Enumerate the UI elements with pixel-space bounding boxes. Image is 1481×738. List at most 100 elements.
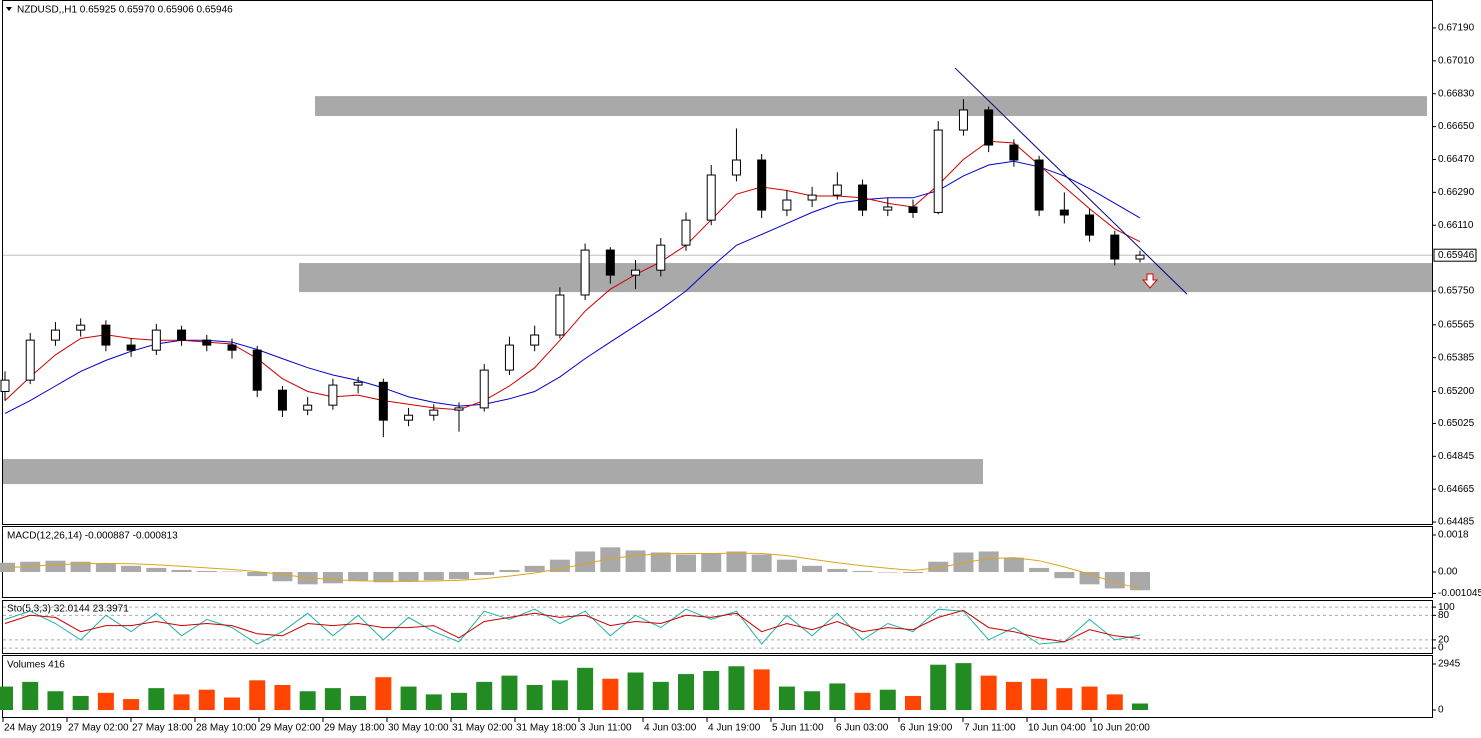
candle-body xyxy=(303,404,313,411)
candle-body xyxy=(1085,214,1095,236)
macd-bar xyxy=(499,569,520,573)
y-tick-label: 80 xyxy=(1438,610,1450,621)
x-tick-label: 29 May 02:00 xyxy=(260,723,321,734)
y-tick-label: 0 xyxy=(1438,643,1444,654)
support-resistance-zone xyxy=(315,96,1427,116)
macd-bar xyxy=(549,559,570,573)
macd-bar xyxy=(95,563,116,573)
candle-body xyxy=(429,409,439,416)
macd-bar xyxy=(474,572,495,576)
y-tick-label: 0.65565 xyxy=(1438,319,1475,330)
candle-body xyxy=(605,249,615,276)
x-tick-label: 10 Jun 04:00 xyxy=(1028,723,1086,734)
macd-bar xyxy=(776,559,797,573)
volume-bar xyxy=(274,685,291,711)
candle-body xyxy=(126,344,136,351)
candle-body xyxy=(479,369,489,409)
candle-body xyxy=(958,109,968,131)
candle-body xyxy=(1034,159,1044,211)
macd-bar xyxy=(600,547,621,573)
candle-body xyxy=(631,269,641,276)
macd-bar xyxy=(322,572,343,584)
volume-bar xyxy=(602,678,619,711)
volume-bar xyxy=(577,667,594,711)
macd-bar xyxy=(70,561,91,573)
moving-average xyxy=(4,160,1141,414)
candle-body xyxy=(0,379,10,392)
x-tick-label: 4 Jun 19:00 xyxy=(708,723,761,734)
volume-bar xyxy=(980,675,997,711)
y-tick-label: 0.66290 xyxy=(1438,187,1475,198)
volume-bar xyxy=(778,686,795,711)
candle-body xyxy=(252,349,262,391)
candle-body xyxy=(1059,209,1069,216)
volume-bar xyxy=(703,670,720,711)
candle-body xyxy=(1009,144,1019,161)
x-tick-label: 3 Jun 11:00 xyxy=(580,723,632,734)
macd-bar xyxy=(852,570,873,573)
volume-label: Volumes 416 xyxy=(7,660,65,671)
candle-body xyxy=(277,389,287,411)
x-tick-label: 27 May 02:00 xyxy=(68,723,129,734)
macd-bar xyxy=(827,568,848,573)
volume-bar xyxy=(350,695,367,711)
x-tick-label: 30 May 10:00 xyxy=(388,723,449,734)
x-tick-label: 4 Jun 03:00 xyxy=(644,723,697,734)
trendline xyxy=(954,67,1188,295)
volume-bar xyxy=(451,692,467,711)
volume-bar xyxy=(97,692,114,711)
volume-bar xyxy=(804,691,821,711)
x-tick-label: 5 Jun 11:00 xyxy=(772,723,824,734)
volume-bar xyxy=(854,692,871,711)
support-resistance-zone xyxy=(299,263,1432,293)
macd-bar xyxy=(877,572,898,573)
candle-body xyxy=(1135,254,1145,260)
candle-body xyxy=(933,129,943,213)
stochastic-label: Sto(5,3,3) 32.0144 23.3971 xyxy=(7,604,129,615)
candle-body xyxy=(782,199,792,211)
macd-bar xyxy=(1029,567,1050,573)
y-tick-label: 0.65025 xyxy=(1438,418,1475,429)
candle-body xyxy=(883,206,893,211)
current-price-label: 0.65946 xyxy=(1438,250,1475,261)
macd-bar xyxy=(222,571,242,573)
macd-bar xyxy=(903,572,923,574)
candle-body xyxy=(378,381,388,421)
volume-bar xyxy=(123,699,140,711)
candle-body xyxy=(580,249,590,296)
x-tick-label: 27 May 18:00 xyxy=(132,723,193,734)
macd-bar xyxy=(1054,572,1075,579)
macd-bar xyxy=(701,553,722,573)
macd-bar xyxy=(272,572,293,582)
macd-bar xyxy=(449,572,469,580)
volume-bar xyxy=(173,694,190,711)
moving-average xyxy=(4,140,1141,411)
candle-body xyxy=(681,219,691,246)
macd-bar xyxy=(146,567,167,573)
y-tick-label: 0.00 xyxy=(1438,567,1458,578)
candle-body xyxy=(50,329,60,341)
y-tick-label: -0.001045 xyxy=(1438,588,1481,599)
y-tick-label: 0.67010 xyxy=(1438,55,1475,66)
x-tick-label: 10 Jun 20:00 xyxy=(1092,723,1150,734)
macd-bar xyxy=(1003,557,1024,573)
volume-bar xyxy=(400,686,417,711)
macd-bar xyxy=(575,551,596,573)
y-tick-label: 100 xyxy=(1438,602,1455,613)
macd-bar xyxy=(726,551,747,573)
volume-bar xyxy=(425,694,442,711)
y-tick-label: 20 xyxy=(1438,635,1450,646)
candle-body xyxy=(202,339,212,346)
candle-body xyxy=(151,329,161,351)
volume-bar xyxy=(652,681,669,711)
y-tick-label: 0.66830 xyxy=(1438,88,1475,99)
candle-body xyxy=(76,324,86,331)
macd-bar xyxy=(928,561,949,573)
candle-body xyxy=(25,339,35,381)
volume-bar xyxy=(249,680,266,711)
candle-body xyxy=(832,184,842,196)
macd-bar xyxy=(524,565,545,573)
volume-bar xyxy=(1056,688,1073,711)
candle-body xyxy=(984,109,994,146)
